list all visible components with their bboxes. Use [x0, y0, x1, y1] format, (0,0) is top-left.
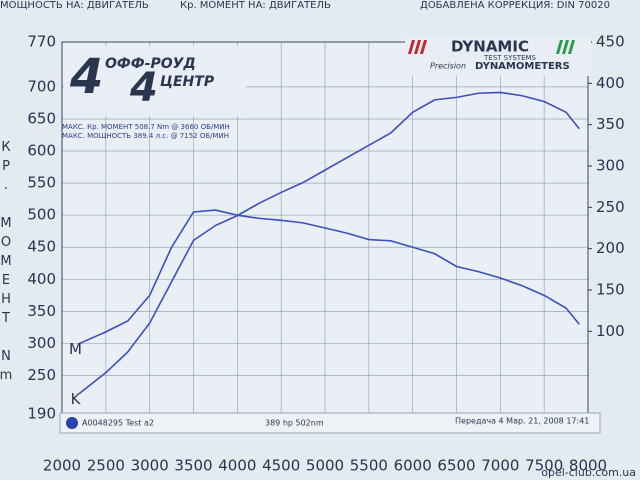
y-tick-label: 190: [27, 405, 56, 423]
brand-stripes: [408, 40, 427, 54]
y2-tick-label: 350: [596, 115, 625, 133]
x-tick-label: 3000: [131, 457, 169, 475]
y-axis-label: КР. МОМЕНТ Nm: [0, 140, 14, 387]
y-tick-label: 600: [27, 142, 56, 160]
y-tick-label: 700: [27, 77, 56, 95]
brand-product: DYNAMOMETERS: [475, 61, 570, 72]
x-tick-label: 6000: [394, 457, 432, 475]
header-correction: ДОБАВЛЕНА КОРРЕКЦИЯ: DIN 70020: [420, 0, 610, 11]
legend-label: A0048295 Test a2: [82, 419, 154, 428]
y-tick-label: 550: [27, 174, 56, 192]
logo-box: [64, 46, 246, 116]
logo-left: 4 4 ОФФ-РОУД ЦЕНТР: [64, 46, 246, 116]
watermark: opel-club.com.ua: [541, 466, 636, 479]
x-tick-label: 4500: [262, 457, 300, 475]
x-tick-label: 5000: [306, 457, 344, 475]
y-tick-label: 500: [27, 206, 56, 224]
y2-tick-label: 100: [596, 322, 625, 340]
x-tick-label: 8000: [569, 457, 607, 475]
brand-sub: TEST SYSTEMS: [483, 54, 537, 62]
header-power: МОЩНОСТЬ НА: ДВИГАТЕЛЬ: [0, 0, 149, 11]
series-line: [79, 209, 580, 345]
x-tick-label: 3500: [174, 457, 212, 475]
y-tick-label: 450: [27, 238, 56, 256]
y-tick-label: 300: [27, 334, 56, 352]
logo-4x4: 4: [69, 49, 103, 105]
brand-stripes: [556, 40, 575, 54]
series-label: M: [69, 340, 82, 358]
logo-4x4: 4: [129, 65, 158, 111]
header-torque: Кр. МОМЕНТ НА: ДВИГАТЕЛЬ: [180, 0, 331, 11]
legend-summary: 389 hp 502nm: [265, 419, 324, 428]
brand-tag: Precision: [430, 62, 466, 71]
y-tick-label: 770: [27, 33, 56, 51]
legend-box: [59, 412, 601, 434]
y2-tick-label: 300: [596, 157, 625, 175]
series-label: K: [71, 390, 82, 408]
x-tick-label: 4000: [218, 457, 256, 475]
legend-marker: [66, 417, 78, 429]
y2-tick-label: 250: [596, 198, 625, 216]
legend: A0048295 Test a2 389 hp 502nm Передача 4…: [59, 412, 601, 434]
y-tick-label: 650: [27, 109, 56, 127]
x-tick-label: 7000: [481, 457, 519, 475]
legend-date: Передача 4 Мар. 21, 2008 17:41: [455, 417, 589, 426]
y-tick-label: 350: [27, 302, 56, 320]
series-line: [79, 91, 580, 394]
x-tick-label: 2000: [43, 457, 81, 475]
x-tick-label: 5500: [350, 457, 388, 475]
y2-tick-label: 400: [596, 74, 625, 92]
info-line: МАКС. МОЩНОСТЬ 389.4 л.с. @ 7152 ОБ/МИН: [62, 132, 229, 140]
x-tick-label: 2500: [87, 457, 125, 475]
y2-tick-label: 150: [596, 281, 625, 299]
y-tick-label: 400: [27, 270, 56, 288]
y2-tick-label: 200: [596, 239, 625, 257]
logo-text: ОФФ-РОУД: [105, 56, 196, 72]
logo-text: ЦЕНТР: [160, 74, 215, 90]
x-tick-label: 7500: [525, 457, 563, 475]
y-tick-label: 250: [27, 366, 56, 384]
brand-name: DYNAMIC: [451, 38, 529, 56]
info-line: МАКС. Кр. МОМЕНТ 508.7 Nm @ 3660 ОБ/МИН: [62, 123, 230, 131]
y2-tick-label: 450: [596, 33, 625, 51]
logo-brand: DYNAMIC TEST SYSTEMS Precision DYNAMOMET…: [405, 36, 591, 76]
x-tick-label: 6500: [437, 457, 475, 475]
